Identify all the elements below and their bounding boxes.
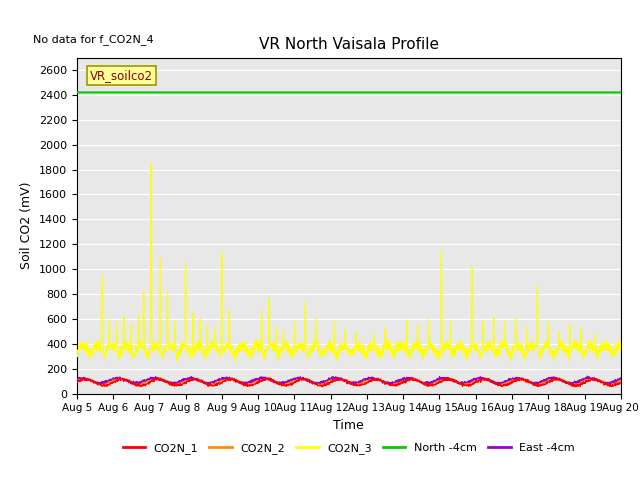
Y-axis label: Soil CO2 (mV): Soil CO2 (mV) bbox=[20, 182, 33, 269]
Text: No data for f_CO2N_4: No data for f_CO2N_4 bbox=[33, 34, 154, 45]
Legend: CO2N_1, CO2N_2, CO2N_3, North -4cm, East -4cm: CO2N_1, CO2N_2, CO2N_3, North -4cm, East… bbox=[118, 439, 579, 458]
Text: VR_soilco2: VR_soilco2 bbox=[90, 70, 154, 83]
X-axis label: Time: Time bbox=[333, 419, 364, 432]
Title: VR North Vaisala Profile: VR North Vaisala Profile bbox=[259, 37, 439, 52]
